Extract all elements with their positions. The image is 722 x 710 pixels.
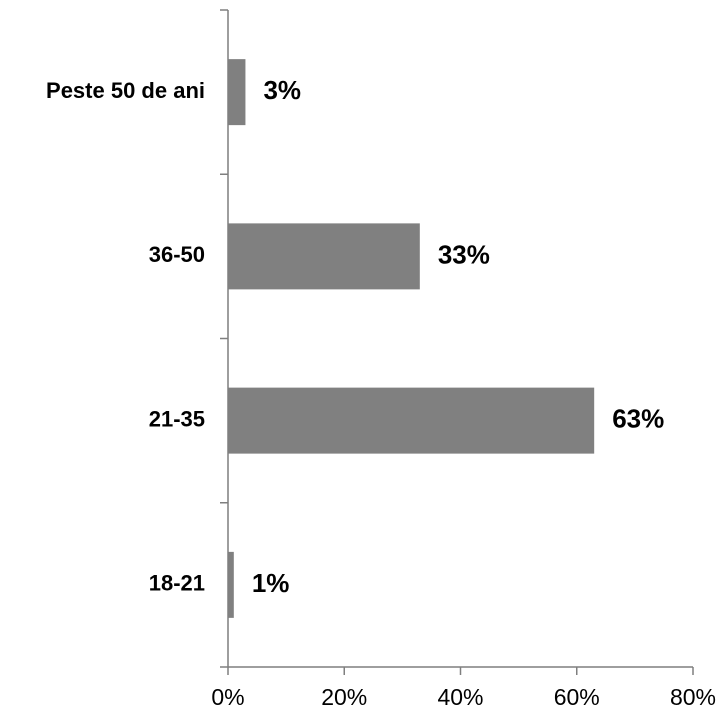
- category-label: Peste 50 de ani: [46, 78, 205, 103]
- x-tick-label: 40%: [437, 684, 483, 710]
- x-tick-label: 20%: [321, 684, 367, 710]
- x-tick-label: 0%: [211, 684, 244, 710]
- data-label: 33%: [438, 239, 490, 269]
- bar-1: [228, 223, 420, 290]
- axes: [220, 9, 694, 675]
- x-tick-label: 80%: [670, 684, 716, 710]
- data-label: 63%: [612, 404, 664, 434]
- bar-0: [228, 59, 246, 126]
- bar-2: [228, 387, 595, 454]
- labels: Peste 50 de ani 3% 36-50 33% 21-35 63% 18-21 1%…: [46, 75, 716, 710]
- category-label: 18-21: [149, 571, 205, 596]
- category-label: 36-50: [149, 242, 205, 267]
- data-label: 1%: [252, 568, 290, 598]
- data-label: 3%: [263, 75, 301, 105]
- bars: [228, 59, 595, 618]
- category-label: 21-35: [149, 406, 205, 431]
- bar-3: [228, 551, 234, 618]
- x-tick-label: 60%: [554, 684, 600, 710]
